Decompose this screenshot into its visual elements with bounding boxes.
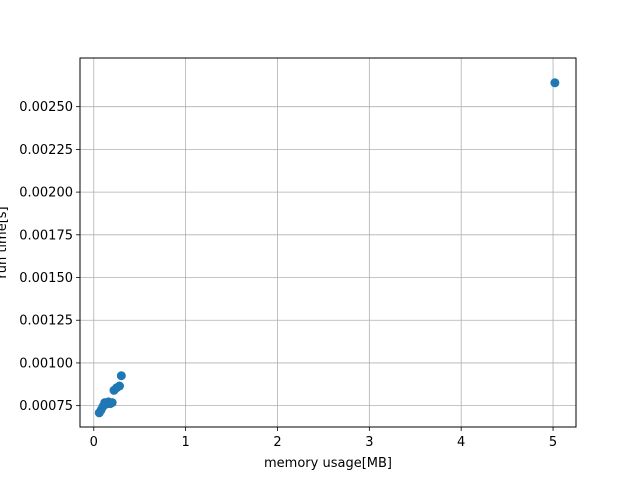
data-point [550,78,560,88]
y-tick-label: 0.00250 [19,100,73,115]
x-tick-label: 4 [457,435,465,450]
y-tick-label: 0.00100 [19,356,73,371]
data-point [107,398,117,408]
y-tick-label: 0.00150 [19,271,73,286]
x-axis-label: memory usage[MB] [264,456,392,471]
y-axis-label: run time[s] [0,206,10,278]
y-axis-ticks: 0.00075 0.00100 0.00125 0.00150 0.00175 0.002… [19,100,80,414]
x-tick-label: 3 [365,435,373,450]
x-tick-label: 1 [181,435,189,450]
x-tick-label: 2 [273,435,281,450]
y-tick-label: 0.00175 [19,228,73,243]
y-tick-label: 0.00125 [19,314,73,329]
data-point [114,381,124,391]
data-point [116,371,126,381]
grid-lines [80,58,576,427]
data-points [94,78,560,418]
y-tick-label: 0.00200 [19,186,73,201]
x-tick-label: 0 [90,435,98,450]
x-tick-label: 5 [549,435,557,450]
y-tick-label: 0.00075 [19,399,73,414]
axes-frame [79,57,577,428]
x-axis-ticks: 0 1 2 3 4 5 [90,427,557,450]
y-tick-label: 0.00225 [19,143,73,158]
